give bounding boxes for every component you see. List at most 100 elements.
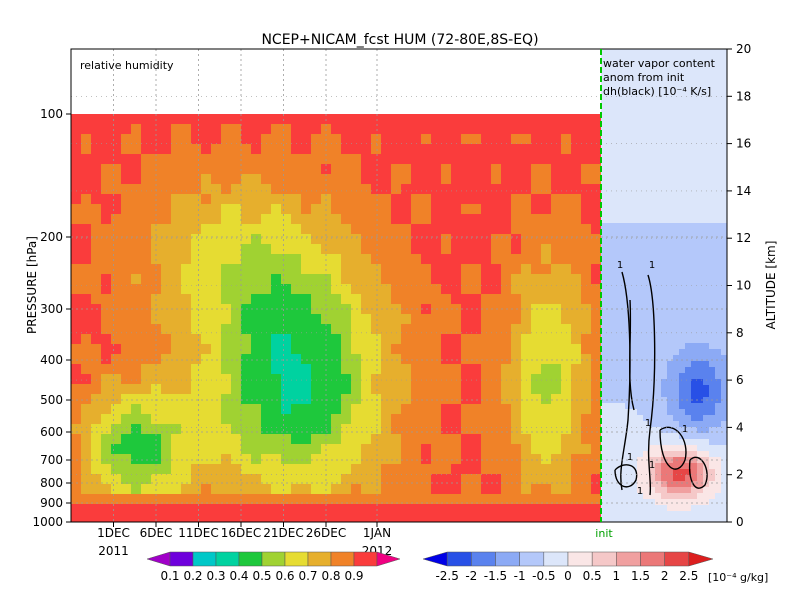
anomaly-cell bbox=[601, 259, 608, 266]
rh-cell bbox=[351, 204, 362, 215]
rh-cell bbox=[211, 424, 222, 435]
anomaly-cell bbox=[673, 55, 680, 62]
anomaly-cell bbox=[691, 277, 698, 284]
colorbar-swatch bbox=[591, 551, 617, 567]
rh-cell bbox=[161, 124, 172, 135]
anomaly-cell bbox=[715, 367, 722, 374]
anomaly-cell bbox=[607, 217, 614, 224]
anomaly-cell bbox=[667, 55, 674, 62]
y2-tick-label: 6 bbox=[736, 373, 744, 387]
rh-cell bbox=[301, 414, 312, 425]
anomaly-cell bbox=[655, 397, 662, 404]
anomaly-cell bbox=[637, 379, 644, 386]
rh-cell bbox=[91, 334, 102, 345]
anomaly-cell bbox=[637, 241, 644, 248]
anomaly-cell bbox=[601, 295, 608, 302]
rh-cell bbox=[401, 454, 412, 465]
rh-cell bbox=[91, 404, 102, 415]
anomaly-cell bbox=[601, 469, 608, 476]
anomaly-cell bbox=[709, 433, 716, 440]
rh-cell bbox=[271, 494, 282, 505]
anomaly-cell bbox=[607, 277, 614, 284]
anomaly-cell bbox=[721, 337, 727, 344]
rh-cell bbox=[571, 234, 582, 245]
colorbar-swatch bbox=[519, 551, 545, 567]
rh-cell bbox=[331, 254, 342, 265]
rh-cell bbox=[171, 404, 182, 415]
anomaly-cell bbox=[631, 439, 638, 446]
anomaly-cell bbox=[607, 421, 614, 428]
rh-cell bbox=[121, 444, 132, 455]
anomaly-cell bbox=[643, 97, 650, 104]
anomaly-cell bbox=[619, 409, 626, 416]
anomaly-cell bbox=[685, 415, 692, 422]
anomaly-cell bbox=[637, 211, 644, 218]
rh-cell bbox=[141, 294, 152, 305]
anomaly-cell bbox=[715, 109, 722, 116]
rh-cell bbox=[231, 504, 242, 515]
anomaly-cell bbox=[649, 241, 656, 248]
anomaly-cell bbox=[649, 319, 656, 326]
rh-cell bbox=[111, 124, 122, 135]
anomaly-cell bbox=[601, 499, 608, 506]
anomaly-cell bbox=[625, 421, 632, 428]
rh-cell bbox=[591, 344, 601, 355]
rh-cell bbox=[281, 484, 292, 495]
rh-cell bbox=[511, 364, 522, 375]
anomaly-cell bbox=[703, 451, 710, 458]
rh-cell bbox=[201, 154, 212, 165]
rh-cell bbox=[471, 424, 482, 435]
rh-cell bbox=[111, 334, 122, 345]
anomaly-cell bbox=[601, 355, 608, 362]
anomaly-cell bbox=[673, 433, 680, 440]
anomaly-cell bbox=[703, 103, 710, 110]
rh-cell bbox=[411, 194, 422, 205]
rh-cell bbox=[351, 274, 362, 285]
anomaly-cell bbox=[685, 199, 692, 206]
rh-cell bbox=[361, 214, 372, 225]
rh-cell bbox=[411, 264, 422, 275]
rh-cell bbox=[201, 184, 212, 195]
rh-cell bbox=[531, 244, 542, 255]
rh-cell bbox=[331, 354, 342, 365]
anomaly-cell bbox=[697, 487, 704, 494]
anomaly-cell bbox=[691, 67, 698, 74]
rh-cell bbox=[71, 414, 82, 425]
rh-cell bbox=[571, 434, 582, 445]
anomaly-cell bbox=[637, 307, 644, 314]
rh-cell bbox=[561, 164, 572, 175]
rh-cell bbox=[271, 234, 282, 245]
rh-cell bbox=[531, 234, 542, 245]
anomaly-cell bbox=[625, 391, 632, 398]
rh-cell bbox=[471, 164, 482, 175]
anomaly-cell bbox=[715, 289, 722, 296]
rh-cell bbox=[81, 184, 92, 195]
rh-cell bbox=[211, 494, 222, 505]
rh-cell bbox=[581, 384, 592, 395]
rh-cell bbox=[391, 294, 402, 305]
anomaly-cell bbox=[679, 127, 686, 134]
rh-cell bbox=[461, 294, 472, 305]
anomaly-cell bbox=[697, 367, 704, 374]
anomaly-cell bbox=[607, 409, 614, 416]
anomaly-cell bbox=[601, 67, 608, 74]
rh-cell bbox=[261, 484, 272, 495]
rh-cell bbox=[521, 414, 532, 425]
rh-cell bbox=[511, 334, 522, 345]
rh-cell bbox=[361, 274, 372, 285]
anomaly-cell bbox=[625, 169, 632, 176]
rh-cell bbox=[381, 374, 392, 385]
rh-cell bbox=[591, 204, 601, 215]
anomaly-cell bbox=[685, 175, 692, 182]
anomaly-cell bbox=[691, 73, 698, 80]
anomaly-cell bbox=[673, 421, 680, 428]
anomaly-cell bbox=[613, 115, 620, 122]
anomaly-cell bbox=[631, 301, 638, 308]
dh-contour-line bbox=[688, 456, 708, 489]
anomaly-cell bbox=[655, 493, 662, 500]
anomaly-cell bbox=[649, 199, 656, 206]
anomaly-cell bbox=[715, 49, 722, 56]
anomaly-cell bbox=[673, 481, 680, 488]
rh-cell bbox=[71, 334, 82, 345]
anomaly-cell bbox=[715, 313, 722, 320]
